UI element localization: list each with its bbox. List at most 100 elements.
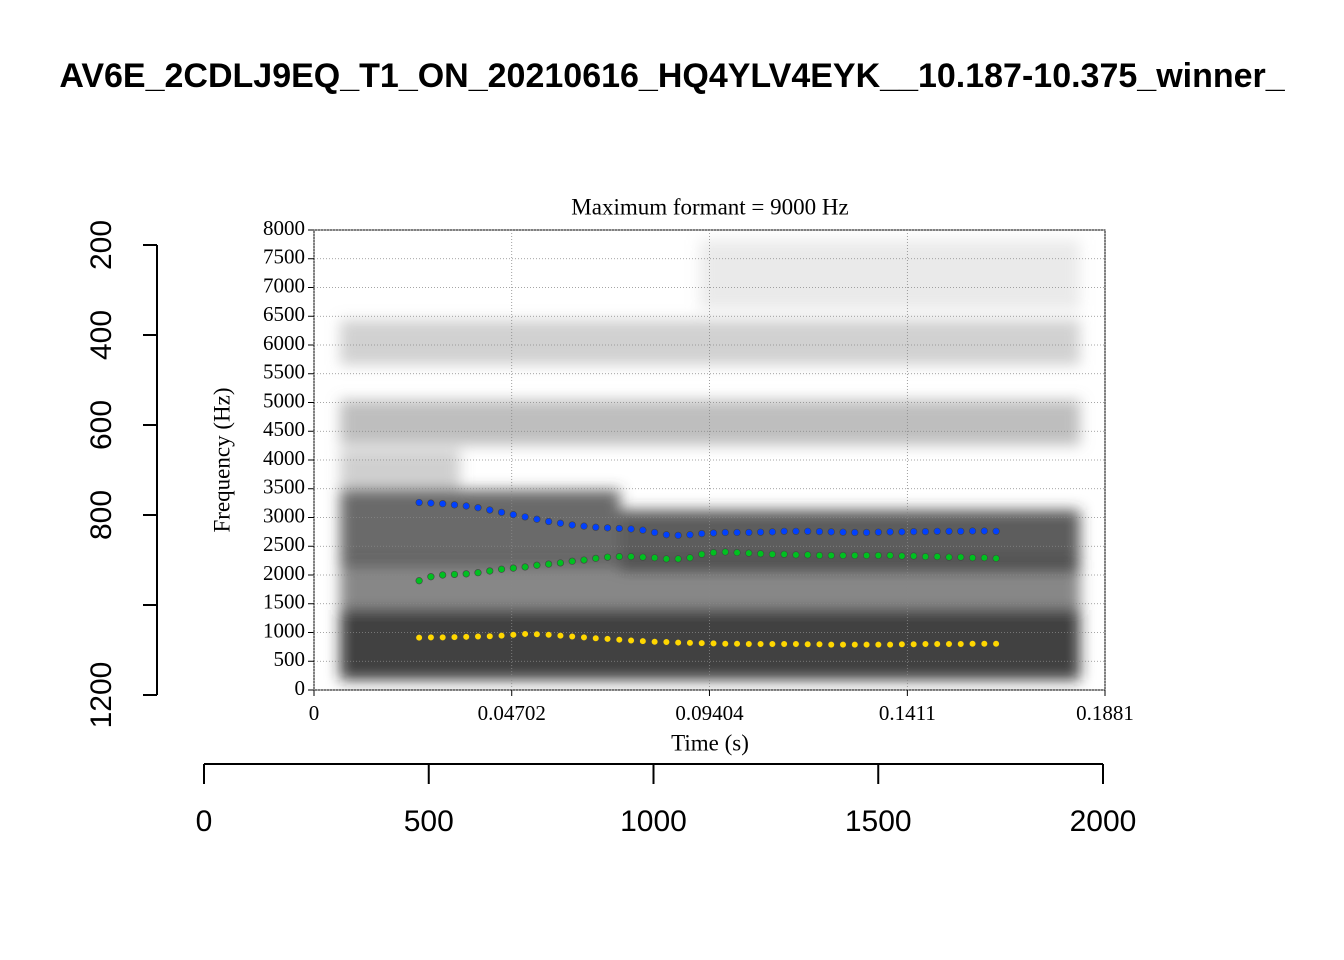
formant-point xyxy=(815,527,824,536)
y-tick-label: 8000 xyxy=(263,216,305,240)
formant-point xyxy=(733,548,741,557)
formant-point xyxy=(545,517,553,526)
formant-point xyxy=(556,559,565,567)
formant-point xyxy=(427,573,435,581)
formant-point xyxy=(427,633,435,641)
formant-point xyxy=(874,528,882,536)
formant-point xyxy=(992,554,1000,562)
formant-point xyxy=(804,551,812,559)
formant-point xyxy=(756,640,765,648)
formant-point xyxy=(462,570,470,578)
formant-point xyxy=(415,498,423,507)
y-tick-label: 5500 xyxy=(263,360,305,384)
formant-point xyxy=(568,557,576,565)
formant-point xyxy=(768,528,776,536)
formant-point xyxy=(521,513,529,521)
formant-point xyxy=(662,531,670,539)
y-tick-label: 2000 xyxy=(263,561,305,585)
y-tick-label: 1500 xyxy=(263,590,305,614)
formant-point xyxy=(521,630,529,638)
formant-point xyxy=(556,519,565,527)
outer-y-tick-label: 200 xyxy=(85,220,118,270)
formant-point xyxy=(615,524,623,533)
formant-point xyxy=(886,551,894,560)
formant-point xyxy=(533,630,541,638)
formant-point xyxy=(733,640,741,648)
formant-point xyxy=(462,502,470,510)
formant-point xyxy=(568,521,576,529)
formant-point xyxy=(957,640,965,648)
formant-point xyxy=(957,527,965,535)
outer-x-tick-label: 1000 xyxy=(620,805,687,838)
formant-point xyxy=(709,548,718,557)
formant-point xyxy=(439,571,447,579)
y-tick-label: 4000 xyxy=(263,446,305,470)
formant-point xyxy=(533,515,541,523)
formant-point xyxy=(815,640,824,648)
formant-point xyxy=(804,640,812,648)
formant-point xyxy=(568,632,576,641)
x-axis-label: Time (s) xyxy=(671,730,749,755)
formant-point xyxy=(792,640,800,648)
formant-point xyxy=(968,640,977,648)
formant-point xyxy=(415,634,423,642)
formant-point xyxy=(474,632,482,641)
formant-point xyxy=(486,506,494,514)
formant-point xyxy=(874,640,882,649)
formant-point xyxy=(862,551,871,560)
formant-point xyxy=(439,500,447,508)
formant-point xyxy=(839,640,847,649)
formant-point xyxy=(780,640,788,648)
formant-point xyxy=(603,635,612,643)
formant-point xyxy=(486,632,494,640)
formant-point xyxy=(592,634,600,642)
formant-point xyxy=(474,569,482,577)
formant-point xyxy=(674,531,682,539)
formant-point xyxy=(980,554,988,562)
page-title: AV6E_2CDLJ9EQ_T1_ON_20210616_HQ4YLV4EYK_… xyxy=(59,57,1285,95)
formant-point xyxy=(756,528,765,536)
y-tick-label: 7500 xyxy=(263,245,305,269)
formant-point xyxy=(497,565,506,573)
formant-point xyxy=(615,552,623,561)
formant-point xyxy=(592,523,600,531)
formant-point xyxy=(651,638,659,646)
y-tick-label: 3000 xyxy=(263,503,305,527)
formant-point xyxy=(839,551,847,560)
formant-point xyxy=(992,527,1000,535)
y-axis-label: Frequency (Hz) xyxy=(209,388,234,533)
formant-point xyxy=(592,554,600,562)
formant-point xyxy=(603,524,612,532)
formant-point xyxy=(968,527,977,535)
spectrogram xyxy=(340,240,1080,680)
formant-point xyxy=(745,640,753,648)
formant-point xyxy=(827,640,835,649)
formant-point xyxy=(509,564,517,572)
y-tick-label: 6000 xyxy=(263,331,305,355)
formant-point xyxy=(980,527,988,535)
x-tick-label: 0.1411 xyxy=(879,701,936,725)
formant-point xyxy=(486,567,494,575)
formant-point xyxy=(497,632,506,640)
formant-point xyxy=(545,560,553,568)
formant-point xyxy=(545,631,553,639)
formant-point xyxy=(474,504,482,512)
formant-point xyxy=(662,638,670,646)
outer-y-tick-label: 800 xyxy=(85,490,118,540)
formant-point xyxy=(945,640,953,648)
y-tick-label: 7000 xyxy=(263,273,305,297)
formant-point xyxy=(968,554,977,562)
formant-point xyxy=(686,639,694,647)
formant-point xyxy=(851,551,859,560)
formant-point xyxy=(910,527,918,536)
formant-point xyxy=(615,636,623,644)
formant-point xyxy=(898,552,906,560)
formant-point xyxy=(639,553,647,561)
formant-point xyxy=(450,501,459,509)
y-tick-label: 500 xyxy=(274,647,306,671)
formant-point xyxy=(921,527,930,536)
formant-point xyxy=(686,531,694,539)
formant-point xyxy=(921,552,930,561)
formant-point xyxy=(709,639,718,648)
